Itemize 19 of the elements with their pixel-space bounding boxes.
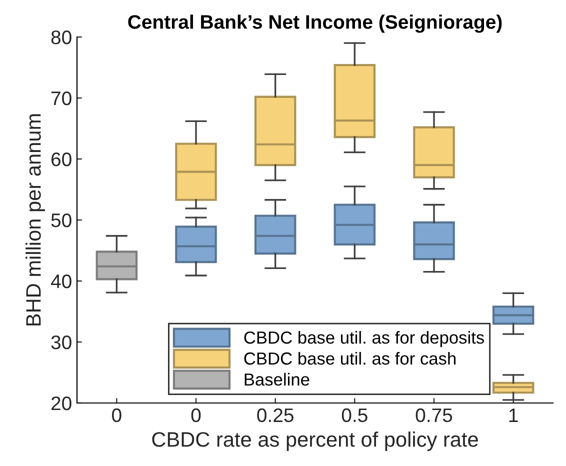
x-tick-label: 0 bbox=[112, 408, 122, 422]
y-tick-label: 70 bbox=[52, 91, 72, 106]
y-axis-title: BHD million per annum bbox=[26, 114, 45, 326]
y-tick-label: 60 bbox=[52, 152, 72, 166]
x-axis-title: CBDC rate as percent of policy rate bbox=[152, 432, 478, 451]
x-tick-label: 0 bbox=[191, 408, 201, 422]
legend-label: Baseline bbox=[244, 372, 310, 386]
chart-title: Central Bank’s Net Income (Seigniorage) bbox=[128, 14, 502, 33]
x-tick-label: 1 bbox=[509, 408, 518, 422]
y-tick-label: 80 bbox=[51, 30, 72, 44]
y-tick-label: 50 bbox=[51, 213, 72, 228]
y-tick-label: 30 bbox=[51, 335, 72, 350]
y-tick-label: 20 bbox=[51, 396, 72, 410]
x-tick-label: 0.75 bbox=[416, 408, 452, 422]
legend-label: CBDC base util. as for deposits bbox=[244, 331, 484, 348]
y-tick-label: 40 bbox=[50, 274, 72, 288]
legend-label: CBDC base util. as for cash bbox=[244, 352, 456, 365]
x-tick-label: 0.5 bbox=[342, 408, 368, 422]
x-tick-label: 0.25 bbox=[257, 408, 294, 422]
